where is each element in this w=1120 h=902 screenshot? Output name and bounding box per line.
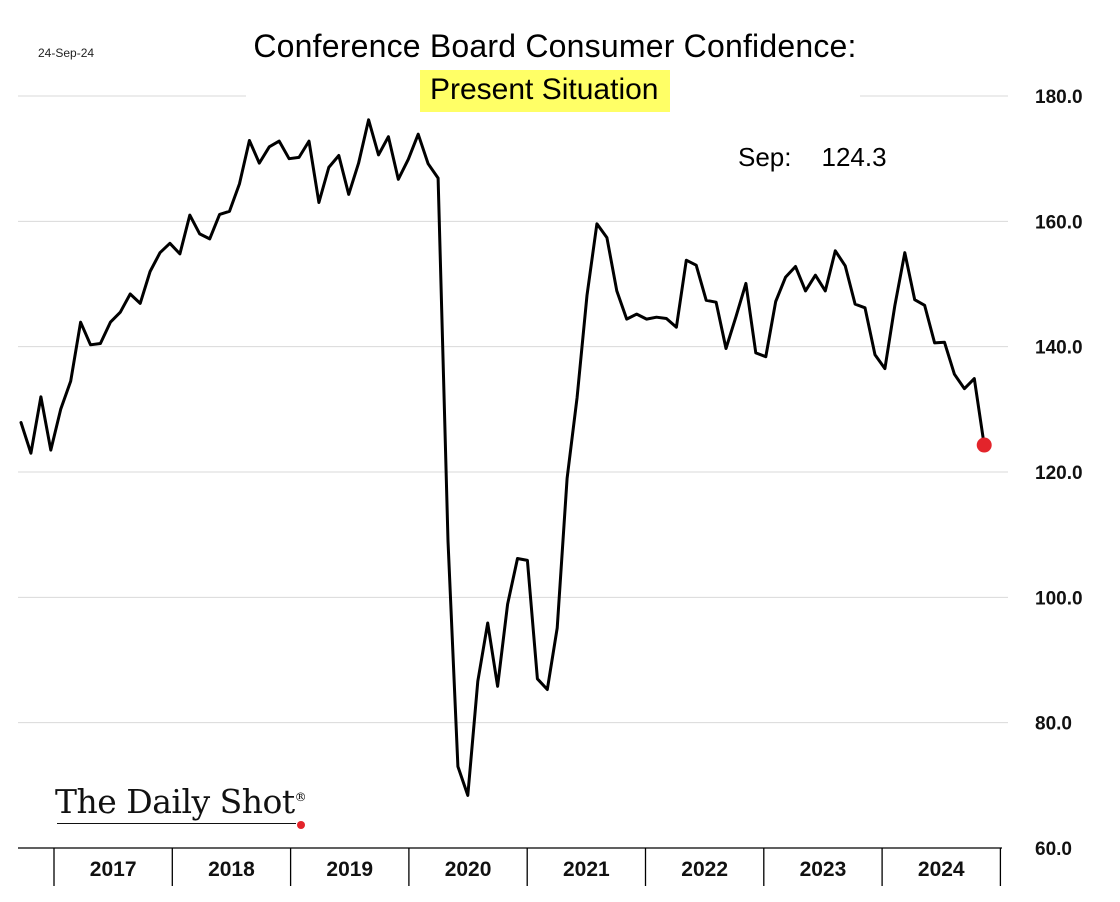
series-line-0 xyxy=(19,118,986,797)
y-tick-label: 180.0 xyxy=(1035,87,1083,108)
latest-value: 124.3 xyxy=(821,142,887,172)
y-tick-label: 140.0 xyxy=(1035,338,1083,359)
y-axis-labels: 60.0 80.0 100.0 120.0 140.0 160.0 180.0 xyxy=(1035,87,1083,860)
series-layer xyxy=(19,118,992,797)
x-tick-label: 2018 xyxy=(208,858,255,881)
y-tick-label: 60.0 xyxy=(1035,839,1072,860)
y-tick-label: 80.0 xyxy=(1035,714,1072,735)
x-axis xyxy=(18,847,1002,886)
chart-subtitle-highlight: Present Situation xyxy=(420,70,671,112)
x-tick-label: 2021 xyxy=(563,858,610,881)
x-tick-label: 2019 xyxy=(326,858,373,881)
latest-value-readout: Sep: 124.3 xyxy=(738,142,887,173)
x-tick-label: 2020 xyxy=(445,858,492,881)
date-stamp: 24-Sep-24 xyxy=(38,46,95,60)
x-tick-label: 2022 xyxy=(681,858,728,881)
x-tick-label: 2017 xyxy=(90,858,137,881)
y-tick-label: 100.0 xyxy=(1035,588,1083,609)
x-axis-labels: 2017 2018 2019 2020 2021 2022 2023 2024 xyxy=(90,858,965,881)
y-tick-label: 120.0 xyxy=(1035,463,1083,484)
gridlines xyxy=(18,95,1008,724)
latest-month-label: Sep: xyxy=(738,142,792,172)
chart-title: Conference Board Consumer Confidence: xyxy=(253,28,857,64)
x-tick-label: 2024 xyxy=(918,858,965,881)
registered-mark: ® xyxy=(294,790,307,804)
the-daily-shot-logo: The Daily Shot® xyxy=(55,782,307,824)
x-tick-label: 2023 xyxy=(800,858,847,881)
y-tick-label: 160.0 xyxy=(1035,212,1083,233)
latest-point-marker xyxy=(976,437,992,453)
logo-red-dot xyxy=(297,821,305,829)
logo-text: The Daily Shot xyxy=(55,782,295,821)
